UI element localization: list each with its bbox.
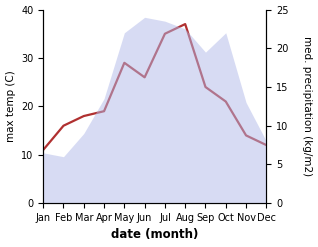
X-axis label: date (month): date (month) <box>111 228 198 242</box>
Y-axis label: med. precipitation (kg/m2): med. precipitation (kg/m2) <box>302 36 313 176</box>
Y-axis label: max temp (C): max temp (C) <box>5 70 16 142</box>
